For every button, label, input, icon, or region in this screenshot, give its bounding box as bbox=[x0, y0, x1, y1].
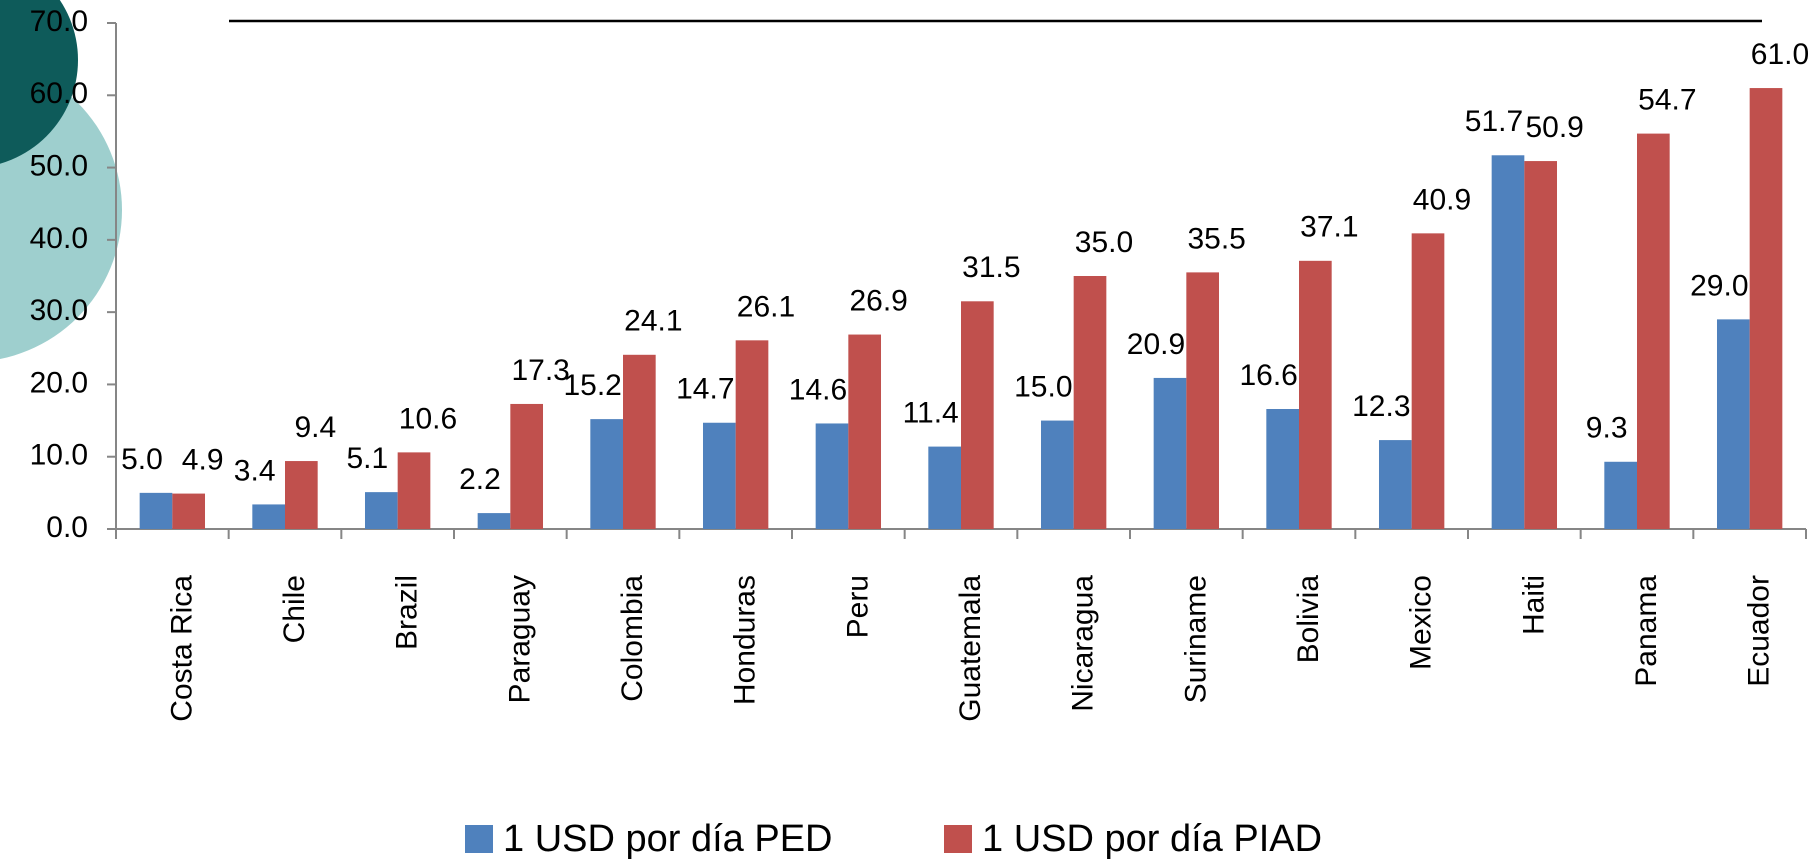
y-tick-label: 30.0 bbox=[30, 294, 88, 327]
x-tick-label: Chile bbox=[278, 575, 311, 643]
bar bbox=[1716, 319, 1750, 529]
x-tick-label: Honduras bbox=[729, 575, 762, 705]
bar bbox=[702, 422, 736, 529]
data-label: 50.9 bbox=[1525, 111, 1583, 144]
data-label: 54.7 bbox=[1638, 84, 1696, 117]
legend-label: 1 USD por día PIAD bbox=[982, 818, 1322, 860]
y-tick-label: 70.0 bbox=[30, 5, 88, 38]
y-tick-label: 20.0 bbox=[30, 366, 88, 399]
y-tick-label: 0.0 bbox=[46, 511, 88, 544]
data-label: 51.7 bbox=[1465, 105, 1523, 138]
x-tick-label: Bolivia bbox=[1292, 575, 1325, 664]
bar bbox=[623, 354, 656, 529]
bar bbox=[1378, 440, 1412, 529]
bar bbox=[1749, 88, 1783, 530]
x-tick-label: Brazil bbox=[391, 575, 424, 650]
x-tick-label: Suriname bbox=[1179, 575, 1212, 703]
bar bbox=[172, 493, 206, 529]
data-label: 26.1 bbox=[737, 290, 795, 323]
bar bbox=[1073, 276, 1107, 529]
data-label: 35.5 bbox=[1187, 222, 1245, 255]
data-label: 3.4 bbox=[234, 454, 276, 487]
bar bbox=[961, 301, 994, 529]
x-tick-label: Guatemala bbox=[954, 575, 987, 722]
data-label: 11.4 bbox=[903, 397, 959, 430]
bar bbox=[1186, 272, 1220, 529]
data-label: 29.0 bbox=[1690, 269, 1748, 302]
bar bbox=[139, 492, 173, 529]
bar bbox=[1266, 409, 1299, 529]
x-tick-label: Peru bbox=[841, 575, 874, 638]
data-label: 4.9 bbox=[182, 444, 224, 477]
bar bbox=[1637, 133, 1670, 529]
data-label: 5.1 bbox=[346, 442, 388, 475]
data-label: 5.0 bbox=[121, 443, 163, 476]
data-label: 10.6 bbox=[399, 402, 457, 435]
bar bbox=[285, 461, 318, 529]
x-tick-label: Mexico bbox=[1405, 575, 1438, 670]
data-label: 9.4 bbox=[294, 411, 336, 444]
y-tick-label: 50.0 bbox=[30, 149, 88, 182]
data-label: 26.9 bbox=[849, 284, 907, 317]
y-tick-label: 60.0 bbox=[30, 77, 88, 110]
bar bbox=[364, 492, 398, 529]
bar bbox=[1040, 420, 1074, 529]
data-label: 15.2 bbox=[563, 369, 621, 402]
bar bbox=[1491, 155, 1525, 530]
data-label: 37.1 bbox=[1300, 211, 1358, 244]
bar bbox=[735, 340, 769, 529]
x-tick-label: Nicaragua bbox=[1067, 575, 1100, 712]
bar bbox=[590, 419, 623, 529]
data-label: 15.0 bbox=[1014, 370, 1072, 403]
bar bbox=[1604, 461, 1637, 529]
data-label: 24.1 bbox=[624, 305, 682, 338]
x-tick-label: Panama bbox=[1630, 575, 1663, 687]
data-label: 2.2 bbox=[459, 463, 501, 496]
data-label: 20.9 bbox=[1127, 328, 1185, 361]
bar bbox=[1153, 377, 1187, 529]
data-label: 9.3 bbox=[1586, 412, 1628, 445]
legend-swatch bbox=[465, 825, 493, 853]
bar bbox=[1411, 233, 1445, 529]
bar bbox=[510, 403, 544, 529]
data-label: 61.0 bbox=[1751, 38, 1809, 71]
data-label: 14.7 bbox=[676, 373, 734, 406]
bar bbox=[397, 452, 431, 529]
x-tick-label: Costa Rica bbox=[165, 575, 198, 722]
y-tick-label: 10.0 bbox=[30, 439, 88, 472]
data-label: 40.9 bbox=[1413, 183, 1471, 216]
data-label: 14.6 bbox=[789, 373, 847, 406]
bar bbox=[928, 446, 961, 529]
bar bbox=[1299, 260, 1332, 529]
x-tick-label: Ecuador bbox=[1743, 575, 1776, 687]
bar bbox=[848, 334, 882, 529]
data-label: 31.5 bbox=[962, 251, 1020, 284]
data-label: 12.3 bbox=[1352, 390, 1410, 423]
data-label: 16.6 bbox=[1239, 359, 1297, 392]
legend-label: 1 USD por día PED bbox=[503, 818, 832, 860]
legend-swatch bbox=[944, 825, 972, 853]
x-tick-label: Colombia bbox=[616, 575, 649, 702]
data-label: 35.0 bbox=[1075, 226, 1133, 259]
x-tick-label: Paraguay bbox=[503, 575, 536, 703]
data-label: 17.3 bbox=[511, 354, 569, 387]
decoration bbox=[0, 0, 78, 164]
x-tick-label: Haiti bbox=[1517, 575, 1550, 635]
y-tick-label: 40.0 bbox=[30, 222, 88, 255]
bar bbox=[1524, 161, 1558, 529]
bar bbox=[252, 504, 285, 529]
bar bbox=[477, 513, 511, 529]
bar bbox=[815, 423, 849, 529]
